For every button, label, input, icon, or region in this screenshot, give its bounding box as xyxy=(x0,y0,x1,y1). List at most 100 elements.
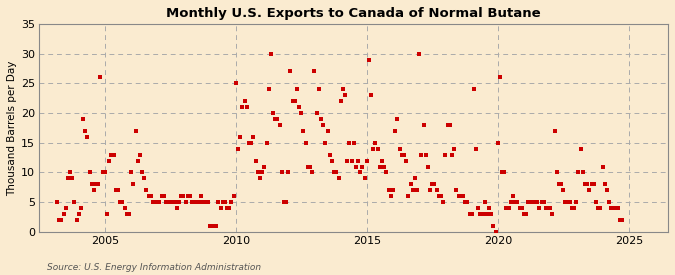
Point xyxy=(265,51,276,56)
Point xyxy=(254,176,265,181)
Point xyxy=(516,206,527,210)
Point xyxy=(383,188,394,192)
Point xyxy=(348,141,359,145)
Point xyxy=(285,69,296,74)
Point xyxy=(117,200,128,204)
Point xyxy=(377,158,387,163)
Point xyxy=(549,129,560,133)
Point xyxy=(595,206,606,210)
Point xyxy=(136,170,147,175)
Point xyxy=(169,200,180,204)
Point xyxy=(562,200,573,204)
Point xyxy=(327,158,338,163)
Point xyxy=(597,164,608,169)
Point xyxy=(51,200,62,204)
Point xyxy=(468,87,479,92)
Point xyxy=(309,69,320,74)
Point xyxy=(74,212,84,216)
Point xyxy=(252,170,263,175)
Point xyxy=(525,200,536,204)
Point xyxy=(492,141,503,145)
Point xyxy=(268,111,279,115)
Point xyxy=(501,206,512,210)
Point xyxy=(573,170,584,175)
Point xyxy=(530,200,541,204)
Point xyxy=(222,206,233,210)
Point xyxy=(113,188,124,192)
Point xyxy=(409,176,420,181)
Point xyxy=(69,200,80,204)
Point xyxy=(217,200,228,204)
Point xyxy=(481,212,492,216)
Point xyxy=(617,218,628,222)
Text: Source: U.S. Energy Information Administration: Source: U.S. Energy Information Administ… xyxy=(47,263,261,272)
Point xyxy=(403,194,414,199)
Point xyxy=(288,99,298,103)
Point xyxy=(458,194,468,199)
Point xyxy=(442,123,453,127)
Point xyxy=(180,200,191,204)
Point xyxy=(379,164,389,169)
Point xyxy=(95,75,106,79)
Point xyxy=(518,212,529,216)
Point xyxy=(233,147,244,151)
Point xyxy=(300,141,311,145)
Point xyxy=(185,194,196,199)
Point xyxy=(311,111,322,115)
Point xyxy=(608,206,619,210)
Point xyxy=(357,164,368,169)
Point xyxy=(128,182,138,186)
Point xyxy=(329,170,340,175)
Point xyxy=(331,170,342,175)
Point xyxy=(132,158,143,163)
Point xyxy=(532,200,543,204)
Point xyxy=(447,152,458,157)
Point xyxy=(76,206,86,210)
Point xyxy=(239,99,250,103)
Point xyxy=(338,87,348,92)
Point xyxy=(86,182,97,186)
Point xyxy=(444,123,455,127)
Point xyxy=(261,141,272,145)
Point xyxy=(355,170,366,175)
Point xyxy=(111,188,122,192)
Point xyxy=(479,200,490,204)
Point xyxy=(484,206,495,210)
Point xyxy=(134,152,145,157)
Point xyxy=(394,147,405,151)
Point xyxy=(538,200,549,204)
Point xyxy=(506,200,516,204)
Point xyxy=(298,129,309,133)
Point xyxy=(462,200,472,204)
Point xyxy=(342,158,352,163)
Point xyxy=(296,111,306,115)
Point xyxy=(145,194,156,199)
Point xyxy=(405,182,416,186)
Point xyxy=(344,141,354,145)
Point xyxy=(527,200,538,204)
Point xyxy=(353,158,364,163)
Point xyxy=(157,194,167,199)
Point xyxy=(307,170,318,175)
Point xyxy=(193,200,204,204)
Point xyxy=(385,194,396,199)
Point xyxy=(534,206,545,210)
Point xyxy=(173,200,184,204)
Point xyxy=(290,99,300,103)
Point xyxy=(593,206,603,210)
Point xyxy=(165,200,176,204)
Point xyxy=(423,164,433,169)
Point xyxy=(130,129,141,133)
Point xyxy=(182,194,193,199)
Point xyxy=(207,224,217,228)
Point xyxy=(418,123,429,127)
Point xyxy=(91,182,102,186)
Point xyxy=(209,224,219,228)
Point xyxy=(475,212,485,216)
Point xyxy=(196,194,207,199)
Point xyxy=(387,188,398,192)
Point xyxy=(455,194,466,199)
Point xyxy=(274,123,285,127)
Point xyxy=(510,200,520,204)
Point xyxy=(176,194,187,199)
